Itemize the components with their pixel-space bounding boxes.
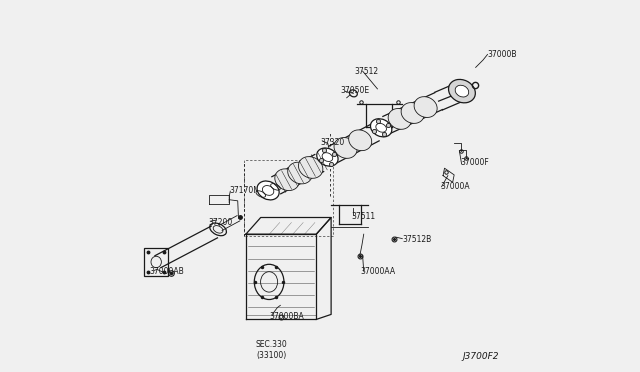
Bar [145, 248, 168, 276]
Text: 37170M: 37170M [229, 186, 260, 195]
Ellipse shape [449, 79, 476, 103]
Ellipse shape [455, 85, 468, 97]
Text: 37511: 37511 [351, 212, 375, 221]
Text: 37000AA: 37000AA [361, 267, 396, 276]
Text: 37000A: 37000A [440, 182, 470, 191]
Ellipse shape [334, 138, 357, 158]
Ellipse shape [257, 181, 279, 200]
Ellipse shape [288, 162, 312, 184]
Text: 37000B: 37000B [488, 50, 517, 59]
Text: J3700F2: J3700F2 [462, 352, 499, 361]
Text: 37512B: 37512B [403, 235, 431, 244]
Ellipse shape [388, 109, 412, 129]
Ellipse shape [298, 157, 323, 178]
Ellipse shape [275, 169, 300, 190]
Text: 37000F: 37000F [460, 158, 489, 167]
Text: 37000AB: 37000AB [150, 267, 184, 276]
Ellipse shape [317, 148, 338, 166]
Text: 37000BA: 37000BA [269, 312, 304, 321]
Ellipse shape [414, 97, 437, 118]
Text: SEC.330
(33100): SEC.330 (33100) [255, 340, 287, 359]
Ellipse shape [349, 130, 372, 151]
Text: 37320: 37320 [321, 138, 345, 147]
Text: 37512: 37512 [355, 67, 379, 76]
Ellipse shape [401, 103, 424, 124]
Ellipse shape [371, 119, 392, 137]
Text: 37050E: 37050E [340, 86, 370, 95]
Text: 37200: 37200 [209, 218, 233, 227]
